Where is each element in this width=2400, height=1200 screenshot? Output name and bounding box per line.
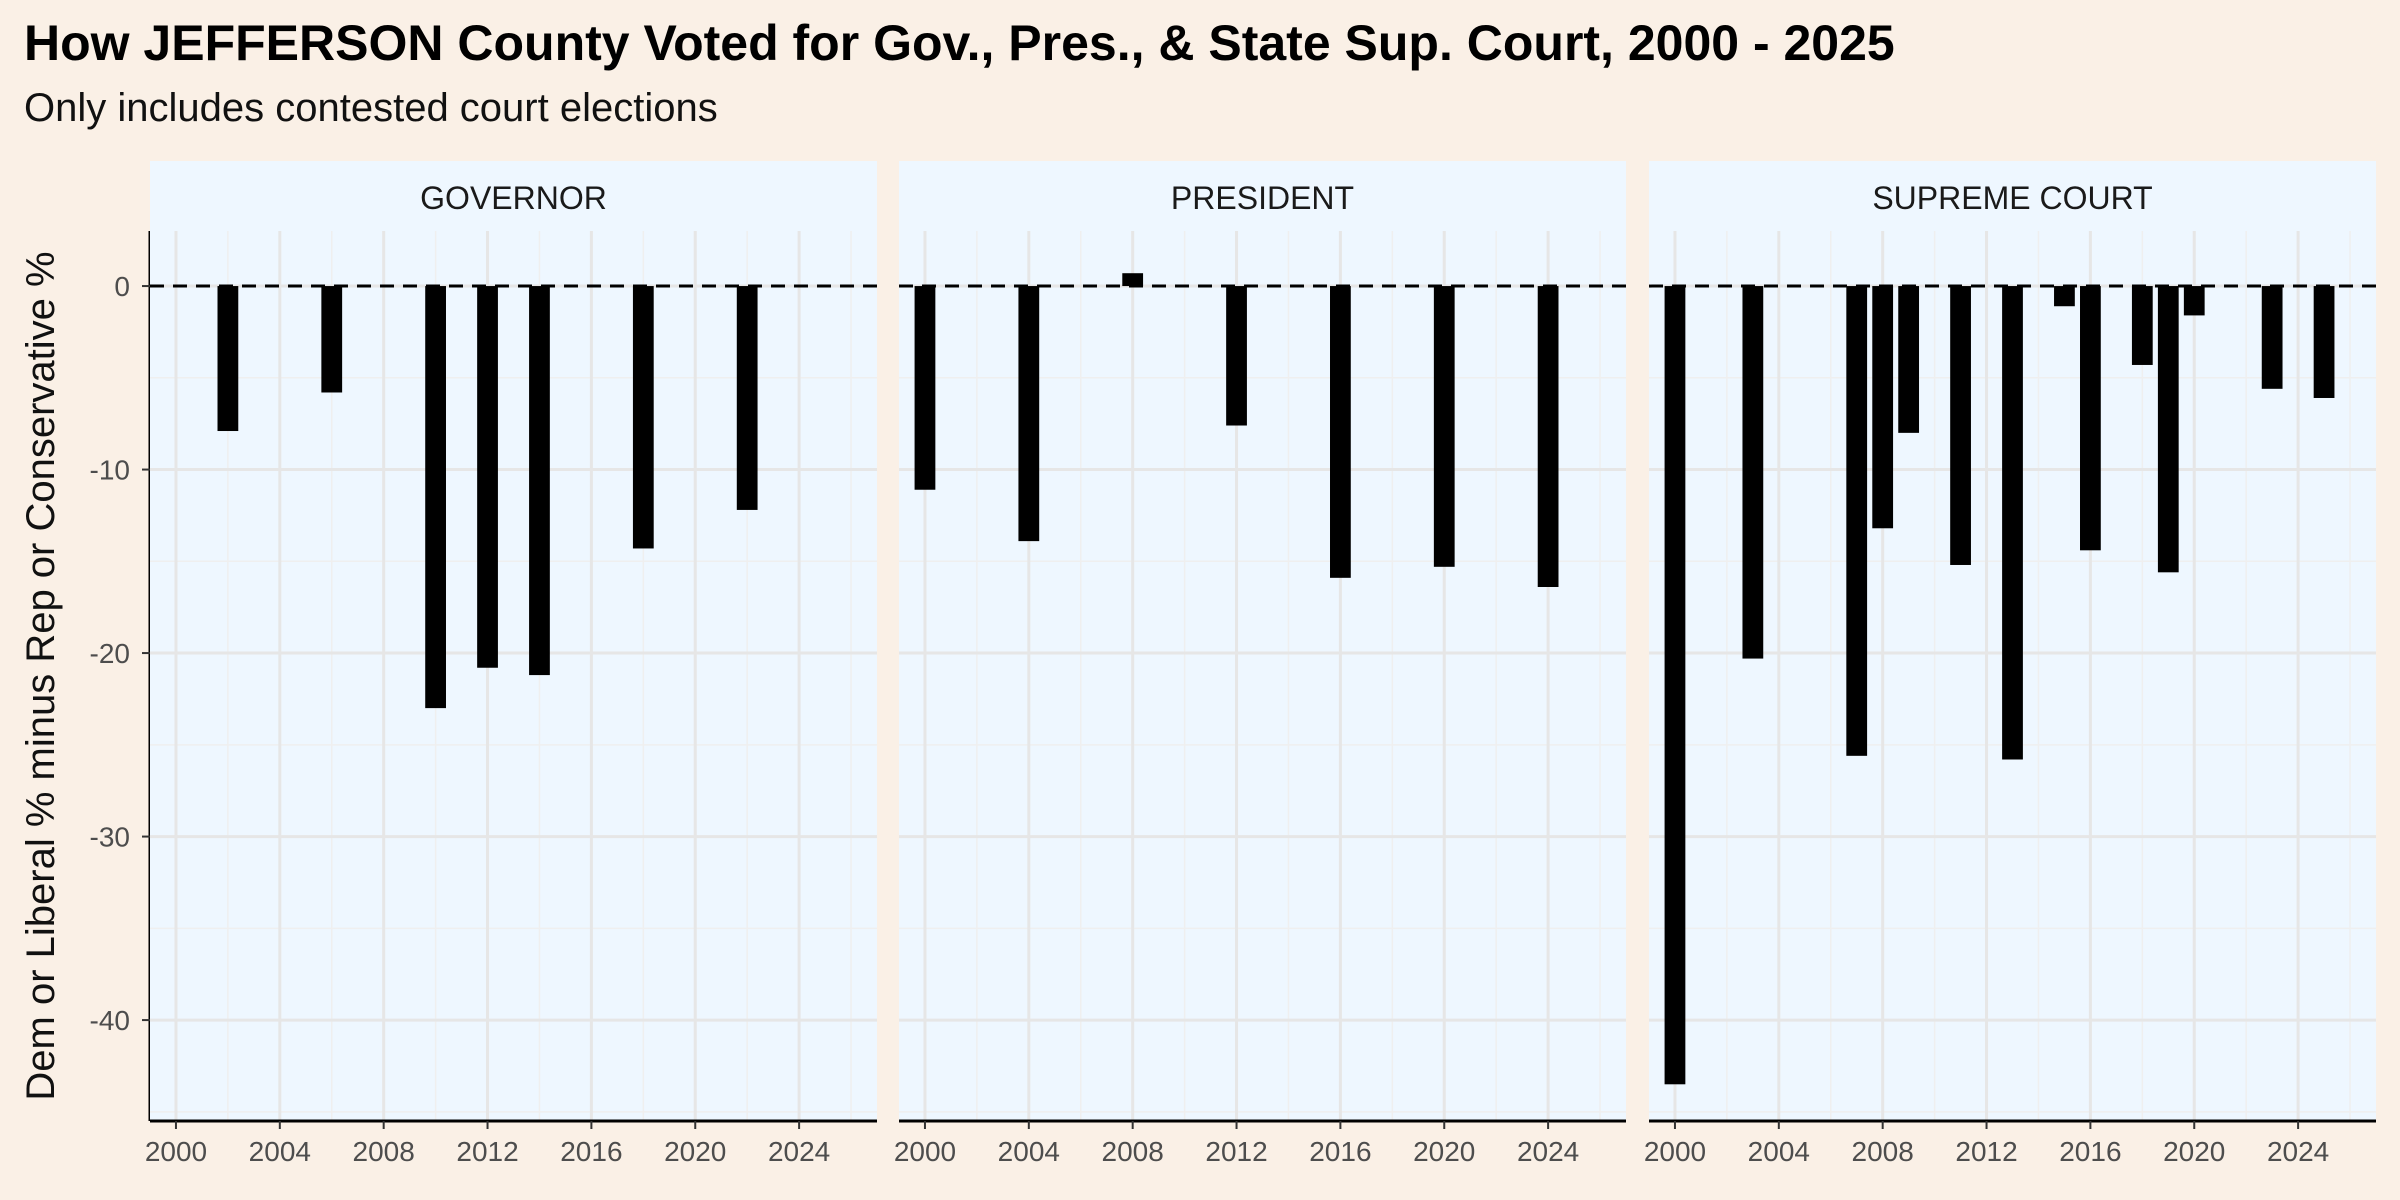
y-tick-label: -20 [90,638,130,669]
x-tick-label: 2000 [1644,1136,1706,1167]
panel-governor: GOVERNOR 2000 2004 2008 2012 2016 2020 2024 [145,161,877,1167]
chart-subtitle: Only includes contested court elections [24,86,718,130]
chart-title: How JEFFERSON County Voted for Gov., Pre… [24,15,1895,71]
bar [914,286,936,490]
bar [2080,286,2101,551]
x-tick-label: 2012 [1955,1136,2017,1167]
bar [1226,286,1247,426]
bar [1330,286,1351,578]
y-tick-label: -10 [90,455,130,486]
bar [2002,286,2023,760]
panel-strip [1649,161,2376,231]
bar [1018,286,1040,542]
x-tick-label: 2004 [1748,1136,1810,1167]
x-tick-label: 2024 [1517,1136,1579,1167]
bar [1872,286,1894,529]
panel-strip [150,161,877,231]
bar [1742,286,1764,659]
panel-background [899,231,1626,1121]
x-tick-label: 2020 [1413,1136,1475,1167]
bar [425,286,446,709]
panel-supreme-court: SUPREME COURT 2000 2004 2008 2012 2016 2020 202… [1644,161,2376,1167]
panel-strip-label: GOVERNOR [420,180,607,216]
x-tick-label: 2004 [249,1136,311,1167]
bar [321,286,343,393]
panel-strip-label: SUPREME COURT [1872,180,2152,216]
bar [1898,286,1920,433]
panel-strip-label: PRESIDENT [1171,180,1354,216]
x-tick-label: 2024 [2267,1136,2329,1167]
x-tick-label: 2008 [1852,1136,1914,1167]
x-tick-label: 2012 [1205,1136,1267,1167]
x-tick-label: 2000 [145,1136,207,1167]
y-tick-label: -40 [90,1005,130,1036]
bar [1664,286,1686,1085]
y-tick-label: -30 [90,822,130,853]
x-tick-label: 2016 [560,1136,622,1167]
x-tick-label: 2008 [1102,1136,1164,1167]
y-axis-title: Dem or Liberal % minus Rep or Conservati… [19,251,63,1100]
bar [2157,286,2179,573]
x-tick-label: 2000 [894,1136,956,1167]
bar [1846,286,1868,756]
x-tick-label: 2004 [998,1136,1060,1167]
panel-president: PRESIDENT 2000 2004 2008 2012 2016 2020 2024 [894,161,1626,1167]
x-tick-label: 2008 [353,1136,415,1167]
bar [529,286,550,676]
x-tick-label: 2012 [456,1136,518,1167]
bar [2183,286,2205,316]
x-tick-label: 2024 [768,1136,830,1167]
x-tick-label: 2020 [2163,1136,2225,1167]
x-tick-label: 2016 [1309,1136,1371,1167]
x-tick-label: 2016 [2059,1136,2121,1167]
bar [2131,286,2153,365]
bar [632,286,654,549]
bar [217,286,239,432]
x-tick-label: 2020 [664,1136,726,1167]
panel-strip [899,161,1626,231]
bar [477,286,498,668]
bar [2054,286,2075,307]
bar [1433,286,1455,567]
bar [2261,286,2283,389]
bar [1122,273,1144,287]
bar [1537,286,1559,587]
bar [736,286,758,510]
y-tick-label: 0 [114,271,130,302]
panel-background [150,231,877,1121]
bar [1950,286,1971,565]
bar [2313,286,2335,398]
